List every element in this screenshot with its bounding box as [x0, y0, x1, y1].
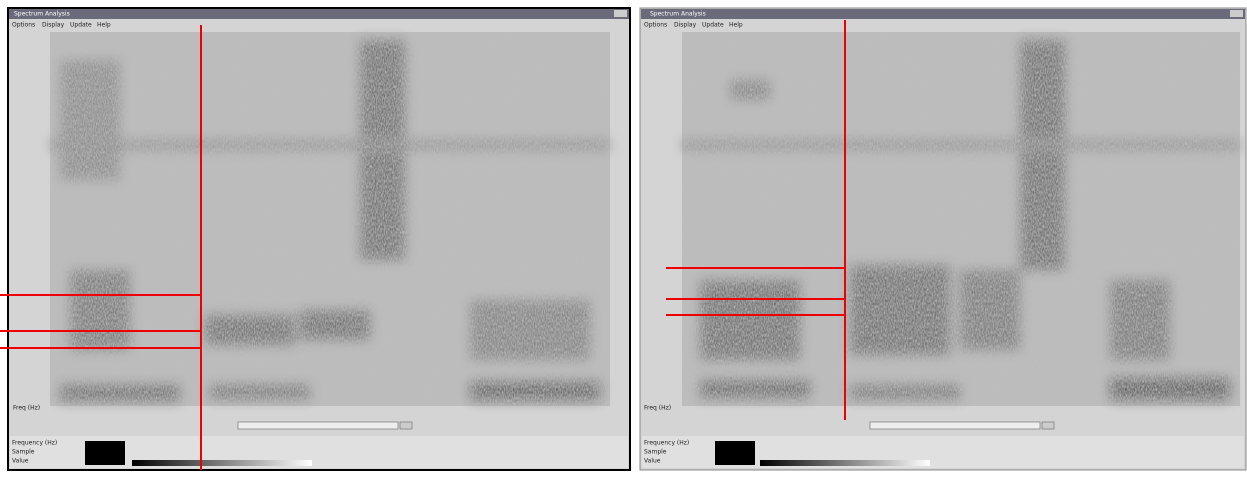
color-bar [760, 460, 930, 466]
color-bar [132, 460, 312, 466]
window-right: Spectrum Analysis Options Display Update… [640, 8, 1246, 470]
scrollbar[interactable] [870, 422, 1040, 429]
menu-item[interactable]: Options [12, 22, 35, 29]
menu-item[interactable]: Display [42, 22, 65, 29]
screenshot: Spectrum Analysis Options Display Update… [0, 0, 1247, 473]
window-title: Spectrum Analysis [650, 11, 706, 18]
info-label: Frequency (Hz) [12, 440, 57, 447]
spectrogram-noise [50, 32, 610, 406]
menu-item[interactable]: Options [644, 22, 667, 29]
scroll-button[interactable] [1042, 422, 1054, 429]
menu-item[interactable]: Update [702, 22, 724, 29]
axis-label: Freq (Hz) [644, 405, 671, 412]
menu-item[interactable]: Help [97, 22, 111, 29]
preview [715, 441, 755, 465]
scrollbar[interactable] [238, 422, 398, 429]
page: Spectrum Analysis Options Display Update… [0, 0, 1247, 473]
info-label: Value [12, 458, 29, 465]
title-bar [9, 9, 629, 19]
info-label: Frequency (Hz) [644, 440, 689, 447]
scroll-button[interactable] [400, 422, 412, 429]
menu-item[interactable]: Update [70, 22, 92, 29]
window-title: Spectrum Analysis [14, 11, 70, 18]
preview [85, 441, 125, 465]
title-bar [641, 9, 1245, 19]
menu-item[interactable]: Help [729, 22, 743, 29]
axis-label: Freq (Hz) [13, 405, 40, 412]
menu-item[interactable]: Display [674, 22, 697, 29]
spectrogram-noise [682, 32, 1240, 406]
window-left: Spectrum Analysis Options Display Update… [8, 8, 630, 470]
window-controls[interactable] [1230, 10, 1243, 17]
window-controls[interactable] [614, 10, 627, 17]
info-label: Sample [644, 449, 667, 456]
info-label: Value [644, 458, 661, 465]
info-label: Sample [12, 449, 35, 456]
